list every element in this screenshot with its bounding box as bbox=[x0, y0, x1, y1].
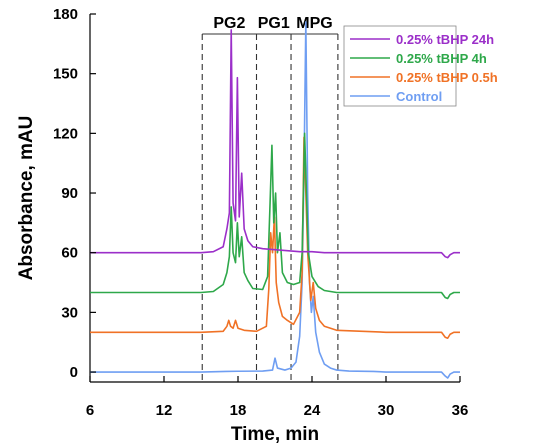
y-tick-label: 60 bbox=[61, 245, 78, 262]
x-tick-label: 18 bbox=[230, 402, 247, 419]
y-tick-group: 0 30 60 90 120 150 180 bbox=[53, 6, 96, 381]
x-tick-label: 36 bbox=[452, 402, 469, 419]
region-label: MPG bbox=[296, 15, 332, 32]
series-group bbox=[90, 21, 460, 379]
legend-label: 0.25% tBHP 4h bbox=[396, 51, 487, 66]
y-tick-label: 120 bbox=[53, 125, 78, 142]
y-tick-label: 0 bbox=[70, 364, 78, 381]
y-axis-title: Absorbance, mAU bbox=[16, 116, 37, 281]
legend-label: Control bbox=[396, 89, 442, 104]
legend-label: 0.25% tBHP 0.5h bbox=[396, 70, 498, 85]
region-divider-group bbox=[201, 33, 339, 382]
legend-label: 0.25% tBHP 24h bbox=[396, 32, 494, 47]
x-tick-label: 30 bbox=[378, 402, 395, 419]
x-tick-label: 12 bbox=[156, 402, 173, 419]
x-tick-label: 6 bbox=[86, 402, 94, 419]
series-line bbox=[90, 132, 460, 300]
x-tick-group: 6 12 18 24 30 36 bbox=[86, 376, 469, 419]
region-label: PG2 bbox=[213, 15, 245, 32]
series-line bbox=[90, 136, 460, 340]
x-tick-label: 24 bbox=[304, 402, 321, 419]
y-tick-label: 150 bbox=[53, 66, 78, 83]
region-label: PG1 bbox=[258, 15, 290, 32]
legend: 0.25% tBHP 24h 0.25% tBHP 4h 0.25% tBHP 0.… bbox=[343, 25, 498, 107]
axes bbox=[89, 14, 460, 383]
x-axis-title: Time, min bbox=[231, 424, 319, 445]
y-tick-label: 30 bbox=[61, 304, 78, 321]
series-line bbox=[90, 29, 460, 259]
y-tick-label: 90 bbox=[61, 185, 78, 202]
y-tick-label: 180 bbox=[53, 6, 78, 23]
